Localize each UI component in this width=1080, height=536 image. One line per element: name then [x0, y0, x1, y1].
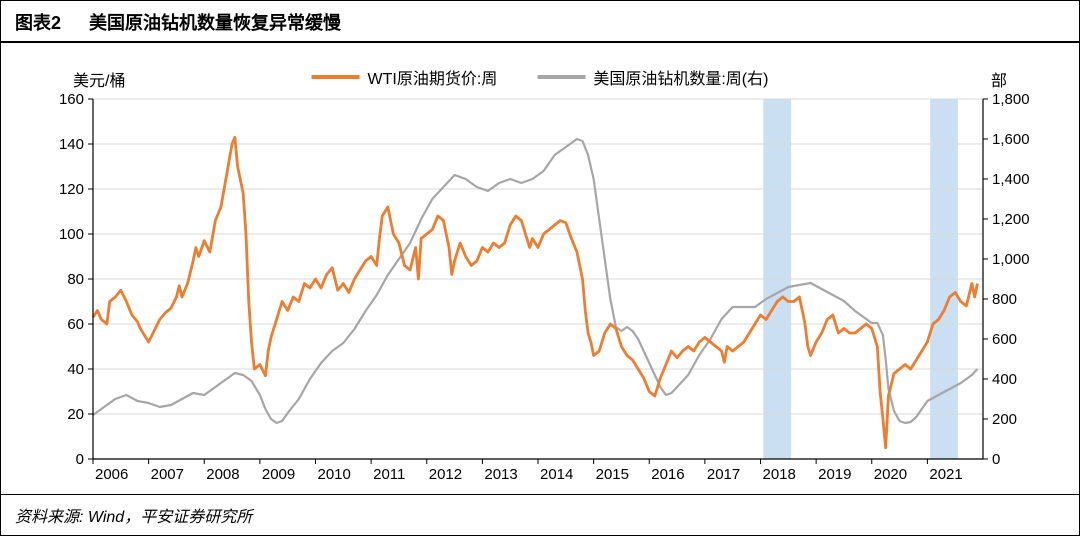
source-text: 资料来源: Wind，平安证券研究所 — [15, 509, 252, 526]
svg-text:2015: 2015 — [596, 466, 629, 483]
source-bar: 资料来源: Wind，平安证券研究所 — [1, 494, 1079, 535]
chart-svg: 0 20 40 60 80 100 120 140 160 0 200 400 600 800 1,000 1… — [15, 47, 1065, 495]
svg-text:2012: 2012 — [429, 466, 462, 483]
svg-text:2006: 2006 — [95, 466, 128, 483]
svg-text:200: 200 — [992, 411, 1017, 428]
chart-number: 图表2 — [15, 9, 61, 35]
svg-text:2020: 2020 — [874, 466, 907, 483]
chart-card: 图表2 美国原油钻机数量恢复异常缓慢 美元/桶 部 WTI原油期货价:周 美国原… — [0, 0, 1080, 536]
svg-text:2010: 2010 — [318, 466, 351, 483]
svg-text:20: 20 — [67, 406, 84, 423]
svg-text:2016: 2016 — [651, 466, 684, 483]
svg-text:1,400: 1,400 — [992, 171, 1030, 188]
svg-text:1,000: 1,000 — [992, 251, 1030, 268]
svg-text:2011: 2011 — [373, 466, 405, 483]
svg-text:2017: 2017 — [707, 466, 740, 483]
svg-text:2019: 2019 — [818, 466, 851, 483]
svg-text:800: 800 — [992, 291, 1017, 308]
svg-text:0: 0 — [992, 451, 1000, 468]
svg-text:120: 120 — [59, 181, 84, 198]
svg-text:160: 160 — [59, 91, 84, 108]
svg-text:2009: 2009 — [262, 466, 295, 483]
svg-text:2013: 2013 — [484, 466, 517, 483]
title-bar: 图表2 美国原油钻机数量恢复异常缓慢 — [1, 1, 1079, 43]
svg-text:1,600: 1,600 — [992, 131, 1030, 148]
svg-text:2007: 2007 — [151, 466, 184, 483]
chart-title: 美国原油钻机数量恢复异常缓慢 — [89, 9, 341, 35]
svg-text:100: 100 — [59, 226, 84, 243]
svg-text:1,800: 1,800 — [992, 91, 1030, 108]
svg-text:2018: 2018 — [763, 466, 796, 483]
svg-text:600: 600 — [992, 331, 1017, 348]
svg-text:140: 140 — [59, 136, 84, 153]
svg-text:2021: 2021 — [929, 466, 962, 483]
svg-text:80: 80 — [67, 271, 84, 288]
svg-text:40: 40 — [67, 361, 84, 378]
svg-text:1,200: 1,200 — [992, 211, 1030, 228]
svg-text:400: 400 — [992, 371, 1017, 388]
svg-text:0: 0 — [76, 451, 84, 468]
chart-area: 美元/桶 部 WTI原油期货价:周 美国原油钻机数量:周(右) 02040608… — [15, 47, 1065, 495]
svg-text:60: 60 — [67, 316, 84, 333]
svg-text:2008: 2008 — [206, 466, 239, 483]
svg-text:2014: 2014 — [540, 466, 573, 483]
